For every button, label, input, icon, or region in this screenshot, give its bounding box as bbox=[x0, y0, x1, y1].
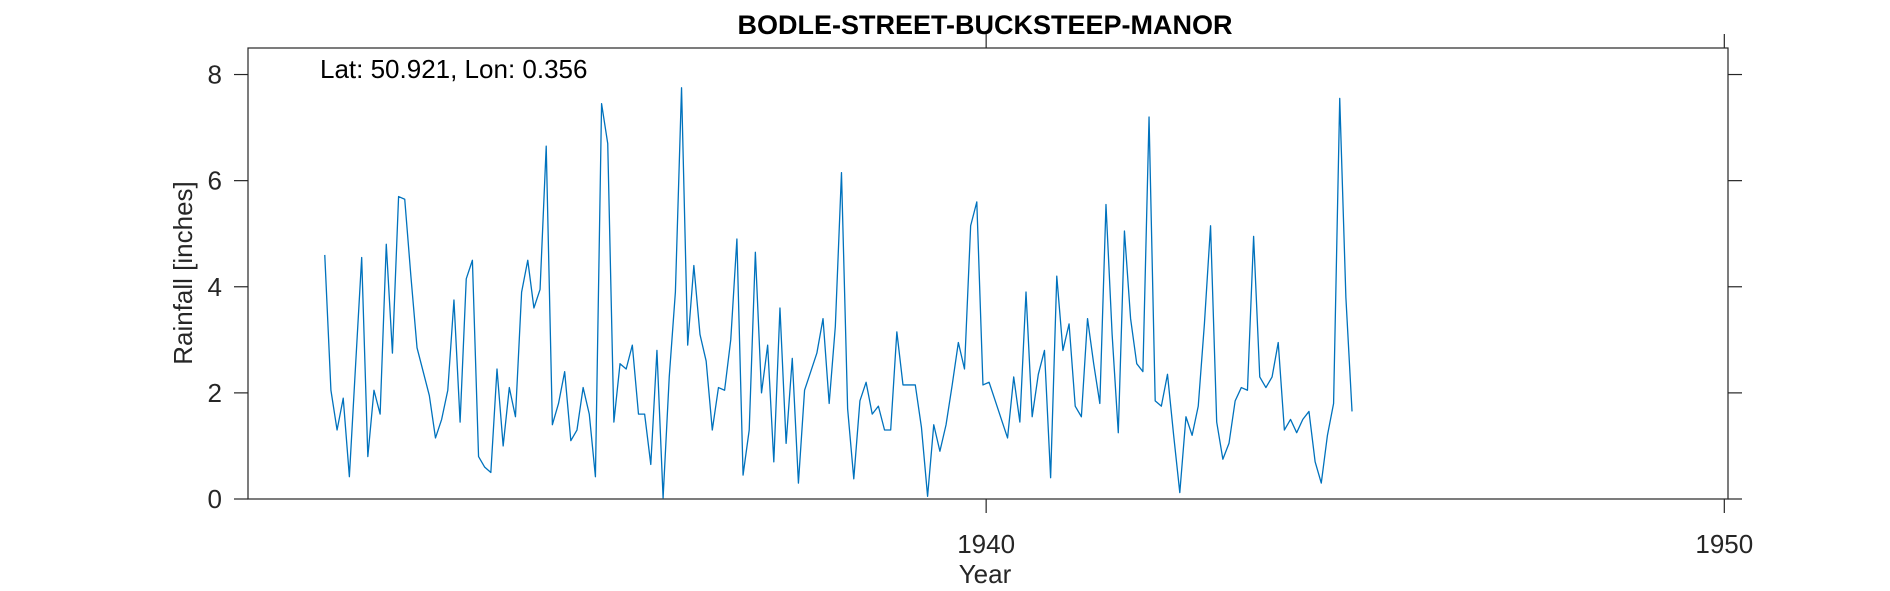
y-tick-label: 8 bbox=[208, 60, 222, 90]
x-tick-label: 1940 bbox=[957, 529, 1015, 559]
rainfall-series-line bbox=[324, 87, 1353, 499]
y-tick-label: 4 bbox=[208, 272, 222, 302]
chart-title: BODLE-STREET-BUCKSTEEP-MANOR bbox=[737, 10, 1232, 40]
y-tick-label: 0 bbox=[208, 484, 222, 514]
axis-ticks bbox=[234, 34, 1742, 513]
tick-labels: 0 2 4 6 8 1940 1950 bbox=[208, 60, 1754, 559]
y-tick-label: 2 bbox=[208, 378, 222, 408]
x-axis-label: Year bbox=[959, 559, 1012, 589]
x-tick-label: 1950 bbox=[1695, 529, 1753, 559]
plot-area bbox=[247, 47, 1729, 500]
axes-box bbox=[247, 47, 1729, 500]
y-axis-label: Rainfall [inches] bbox=[168, 181, 198, 365]
location-annotation: Lat: 50.921, Lon: 0.356 bbox=[320, 54, 587, 84]
y-tick-label: 6 bbox=[208, 166, 222, 196]
